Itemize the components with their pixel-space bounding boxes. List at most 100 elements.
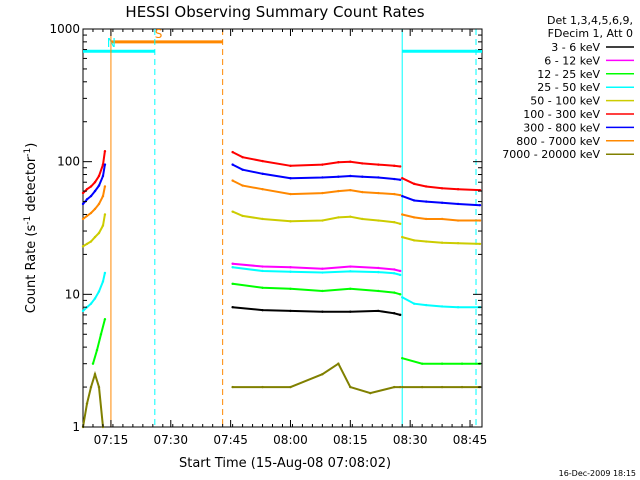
legend-label: 50 - 100 keV [530, 95, 600, 108]
series-point [460, 385, 464, 389]
series-layer [81, 149, 482, 429]
series-point [231, 266, 234, 269]
chart-title: HESSI Observing Summary Count Rates [125, 3, 424, 21]
series-point [401, 177, 404, 180]
series-point [81, 202, 85, 206]
series-point [101, 174, 105, 178]
series-point [401, 296, 404, 299]
series-point [321, 176, 324, 179]
footer-date: 16-Dec-2009 18:15 [559, 469, 636, 478]
series-point [478, 203, 482, 207]
series-point [424, 185, 428, 188]
legend-header-settings: FDecim 1, Att 0 [548, 27, 633, 40]
series-point [369, 391, 372, 395]
series-point [231, 282, 234, 286]
annotation-layer: SN [83, 27, 482, 427]
series-point [361, 190, 364, 194]
series-point [89, 194, 93, 198]
x-tick-label: 08:15 [333, 433, 368, 447]
x-tick-label: 08:30 [393, 433, 428, 447]
series-point [81, 245, 85, 248]
series-point [412, 199, 416, 202]
series-point [289, 164, 292, 168]
series-point [440, 187, 444, 190]
legend-label: 3 - 6 keV [551, 41, 600, 54]
series-point [393, 268, 396, 271]
series-point [393, 192, 396, 196]
series-point [412, 239, 416, 242]
series-point [401, 235, 404, 239]
series-point [89, 185, 93, 188]
series-point [377, 176, 380, 179]
series-line [232, 151, 401, 168]
series-point [337, 189, 340, 193]
series-point [440, 241, 444, 244]
series-point [361, 162, 364, 165]
x-axis-label: Start Time (15-Aug-08 07:08:02) [179, 456, 391, 471]
series-point [89, 211, 93, 215]
series-point [424, 303, 428, 307]
series-point [460, 362, 464, 365]
series-point [456, 219, 460, 222]
series-point [89, 302, 93, 305]
series-point [93, 235, 97, 239]
series-point [349, 160, 352, 163]
series-point [231, 210, 234, 213]
series-point [321, 271, 324, 274]
series-point [99, 333, 103, 336]
series-point [101, 224, 105, 227]
series-point [261, 286, 264, 290]
series-point [261, 188, 264, 191]
series-point [261, 269, 264, 273]
series-point [241, 156, 244, 159]
series-point [456, 241, 460, 245]
series-point [420, 362, 424, 365]
series-point [377, 266, 380, 270]
series-point [393, 385, 396, 389]
series-6 [81, 163, 482, 207]
series-1 [231, 262, 402, 273]
series-point [401, 194, 404, 198]
series-line [232, 262, 401, 272]
series-line [232, 179, 401, 197]
series-point [289, 270, 292, 273]
series-8 [81, 362, 482, 429]
series-point [412, 182, 416, 186]
series-point [412, 216, 416, 219]
series-point [424, 200, 428, 203]
series-point [101, 163, 105, 166]
series-point [91, 362, 95, 365]
y-tick-label: 1 [72, 420, 80, 434]
series-line [232, 362, 401, 395]
x-tick-label: 08:00 [273, 433, 308, 447]
series-line [401, 236, 481, 245]
series-point [289, 177, 292, 180]
series-point [231, 163, 234, 166]
legend-label: 25 - 50 keV [537, 81, 600, 94]
series-line [232, 163, 401, 181]
series-point [401, 213, 404, 216]
series-point [97, 290, 101, 293]
series-point [393, 164, 396, 168]
series-point [337, 216, 340, 219]
series-point [393, 220, 396, 224]
series-point [81, 309, 85, 313]
series-point [103, 163, 107, 166]
series-point [241, 214, 244, 218]
series-point [377, 289, 380, 293]
series-point [399, 269, 402, 273]
series-point [289, 385, 292, 389]
series-point [456, 305, 460, 309]
series-point [349, 215, 352, 218]
series-point [97, 202, 101, 206]
series-point [85, 198, 89, 201]
series-point [93, 207, 97, 211]
series-line [232, 282, 401, 296]
series-point [337, 161, 340, 164]
series-point [393, 272, 396, 275]
series-line [401, 195, 481, 207]
series-point [97, 231, 101, 235]
series-point [377, 219, 380, 222]
series-point [231, 262, 234, 265]
series-point [321, 163, 324, 166]
